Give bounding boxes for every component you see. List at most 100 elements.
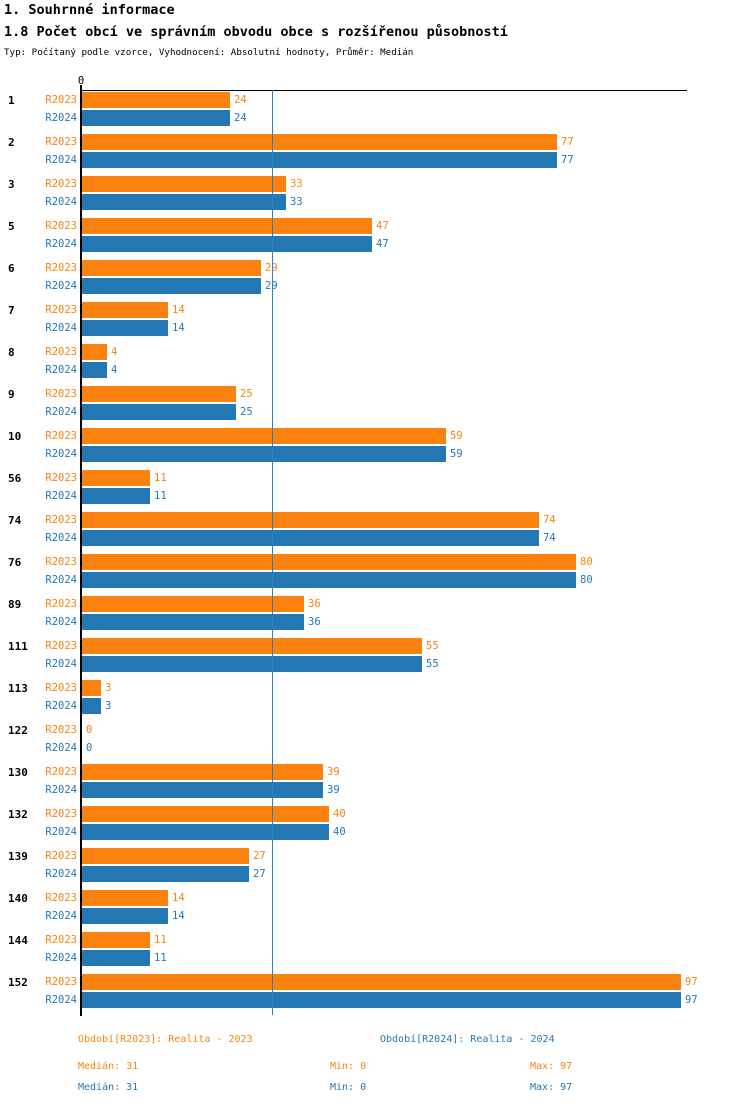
series-label-r2024: R2024 (45, 490, 77, 502)
value-label-r2023: 4 (111, 346, 118, 358)
bar-r2023 (82, 932, 150, 948)
bar-r2024 (82, 194, 286, 210)
series-label-r2024: R2024 (45, 784, 77, 796)
value-label-r2024: 4 (111, 364, 118, 376)
value-label-r2023: 0 (86, 724, 93, 736)
bar-r2023 (82, 344, 107, 360)
series-label-r2024: R2024 (45, 700, 77, 712)
series-label-r2024: R2024 (45, 658, 77, 670)
category-label: 139 (8, 850, 28, 863)
bar-r2023 (82, 554, 576, 570)
bar-r2024 (82, 992, 681, 1008)
series-label-r2023: R2023 (45, 682, 77, 694)
value-label-r2023: 27 (253, 850, 266, 862)
value-label-r2023: 3 (105, 682, 112, 694)
bar-r2023 (82, 806, 329, 822)
value-label-r2024: 0 (86, 742, 93, 754)
bar-r2024 (82, 488, 150, 504)
value-label-r2024: 14 (172, 322, 185, 334)
value-label-r2024: 40 (333, 826, 346, 838)
bar-r2023 (82, 386, 236, 402)
value-label-r2024: 77 (561, 154, 574, 166)
bar-r2024 (82, 572, 576, 588)
series-label-r2023: R2023 (45, 808, 77, 820)
value-label-r2024: 11 (154, 490, 167, 502)
series-label-r2024: R2024 (45, 112, 77, 124)
bar-r2024 (82, 110, 230, 126)
series-label-r2024: R2024 (45, 280, 77, 292)
category-label: 7 (8, 304, 15, 317)
category-label: 111 (8, 640, 28, 653)
series-label-r2023: R2023 (45, 766, 77, 778)
series-label-r2023: R2023 (45, 850, 77, 862)
category-label: 152 (8, 976, 28, 989)
max-stat-r2024: Max: 97 (530, 1082, 573, 1093)
bar-r2024 (82, 446, 446, 462)
series-label-r2024: R2024 (45, 364, 77, 376)
min-stat-r2024: Min: 0 (330, 1082, 367, 1093)
bar-r2024 (82, 404, 236, 420)
bar-r2024 (82, 236, 372, 252)
bar-r2024 (82, 824, 329, 840)
value-label-r2024: 27 (253, 868, 266, 880)
bar-r2023 (82, 512, 539, 528)
bar-r2023 (82, 974, 681, 990)
bar-r2023 (82, 176, 286, 192)
legend-period-label: Období[R2023]: Realita - 2023 (78, 1034, 253, 1045)
bar-r2023 (82, 302, 168, 318)
value-label-r2023: 11 (154, 934, 167, 946)
series-label-r2023: R2023 (45, 304, 77, 316)
value-label-r2024: 59 (450, 448, 463, 460)
value-label-r2023: 14 (172, 892, 185, 904)
category-label: 140 (8, 892, 28, 905)
bar-r2023 (82, 764, 323, 780)
series-label-r2024: R2024 (45, 574, 77, 586)
value-label-r2023: 36 (308, 598, 321, 610)
category-label: 113 (8, 682, 28, 695)
value-label-r2024: 29 (265, 278, 278, 294)
bar-r2023 (82, 428, 446, 444)
max-stat-r2023: Max: 97 (530, 1061, 573, 1072)
series-label-r2023: R2023 (45, 556, 77, 568)
series-label-r2023: R2023 (45, 346, 77, 358)
value-label-r2023: 29 (265, 260, 278, 276)
series-label-r2023: R2023 (45, 514, 77, 526)
value-label-r2023: 11 (154, 472, 167, 484)
value-label-r2023: 40 (333, 808, 346, 820)
value-label-r2024: 47 (376, 238, 389, 250)
report-section-title: 1. Souhrnné informace (4, 2, 175, 18)
category-label: 1 (8, 94, 15, 107)
series-label-r2023: R2023 (45, 178, 77, 190)
value-label-r2023: 24 (234, 94, 247, 106)
value-label-r2024: 55 (426, 658, 439, 670)
series-label-r2024: R2024 (45, 910, 77, 922)
bar-r2024 (82, 866, 249, 882)
bar-r2023 (82, 134, 557, 150)
value-label-r2023: 80 (580, 556, 593, 568)
bar-r2024 (82, 614, 304, 630)
bar-r2024 (82, 782, 323, 798)
bar-r2023 (82, 218, 372, 234)
bar-r2023 (82, 890, 168, 906)
bar-r2024 (82, 152, 557, 168)
category-label: 56 (8, 472, 22, 485)
value-label-r2023: 39 (327, 766, 340, 778)
value-label-r2024: 11 (154, 952, 167, 964)
bar-r2024 (82, 530, 539, 546)
bar-r2023 (82, 92, 230, 108)
value-label-r2024: 3 (105, 700, 112, 712)
value-label-r2023: 47 (376, 220, 389, 232)
category-label: 132 (8, 808, 28, 821)
series-label-r2023: R2023 (45, 94, 77, 106)
series-label-r2024: R2024 (45, 868, 77, 880)
series-label-r2023: R2023 (45, 136, 77, 148)
series-label-r2023: R2023 (45, 262, 77, 274)
series-label-r2023: R2023 (45, 934, 77, 946)
series-label-r2024: R2024 (45, 406, 77, 418)
series-label-r2023: R2023 (45, 472, 77, 484)
series-label-r2024: R2024 (45, 994, 77, 1006)
series-label-r2024: R2024 (45, 532, 77, 544)
bar-r2023 (82, 680, 101, 696)
bar-r2024 (82, 908, 168, 924)
